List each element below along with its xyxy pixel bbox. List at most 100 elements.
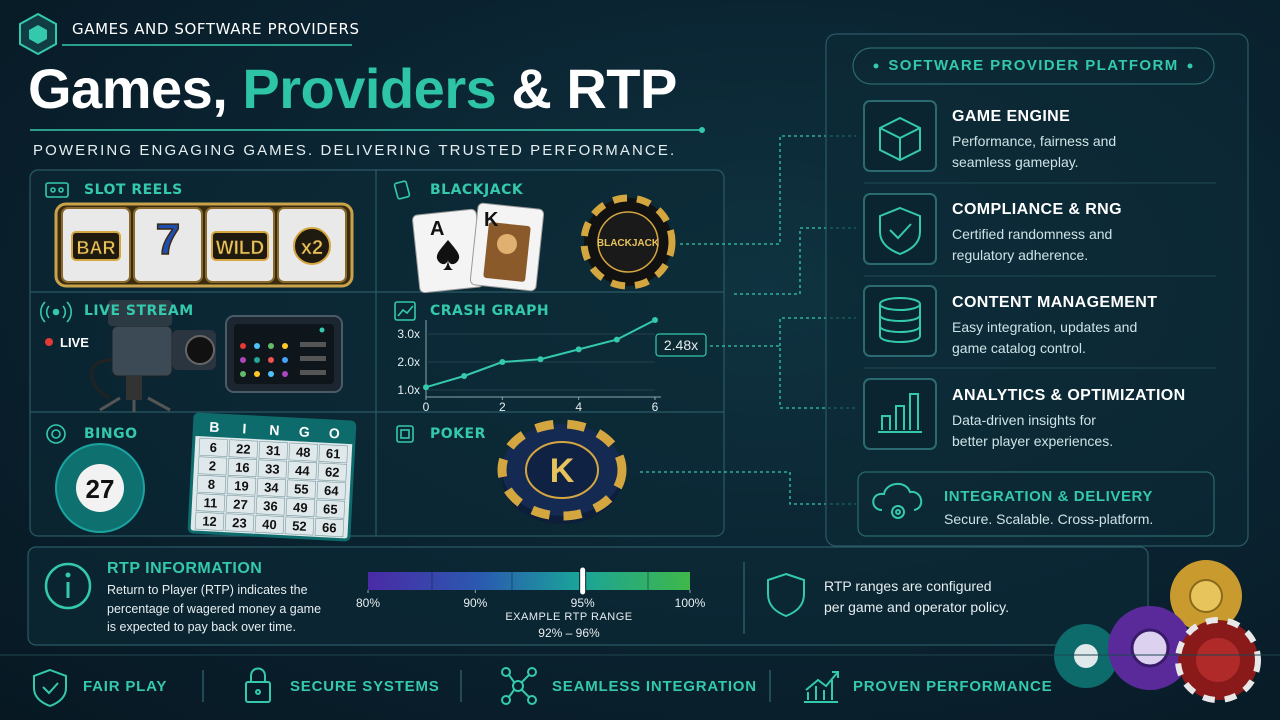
camera-part — [111, 325, 173, 377]
rtp-panel-part — [44, 562, 92, 610]
bingo-cell — [256, 477, 287, 498]
control-tablet-part — [282, 357, 288, 363]
footer-icons-part — [255, 689, 261, 695]
bingo-number: 27 — [233, 497, 248, 513]
bingo-number: 33 — [265, 461, 280, 477]
cell-icons-part — [46, 424, 66, 444]
annotation: 2.48x — [664, 337, 698, 353]
y-tick-label: 3.0x — [397, 327, 420, 341]
slot-machine-part — [71, 231, 121, 261]
footer — [0, 654, 1280, 702]
item-title: CONTENT MANAGEMENT — [952, 294, 1158, 311]
logo — [19, 12, 57, 56]
bingo-cell — [196, 474, 227, 494]
point — [613, 336, 620, 343]
bingo-cell — [198, 437, 229, 457]
tagline: POWERING ENGAGING GAMES. DELIVERING TRUS… — [33, 142, 677, 159]
bingo-ball-part — [76, 464, 124, 512]
rtp-panel — [27, 546, 1149, 646]
point — [499, 359, 506, 365]
control-tablet-part — [282, 343, 288, 349]
platform-icons-part — [863, 193, 937, 265]
bingo-number: 48 — [296, 444, 311, 460]
decor-balls-part — [1189, 579, 1223, 613]
control-tablet-part — [319, 327, 325, 333]
bingo-cell — [194, 511, 225, 531]
rtp-panel-part — [767, 572, 805, 618]
bingo-cell — [257, 459, 288, 479]
chip-label: K — [550, 452, 575, 490]
live-badge: LIVE — [60, 335, 89, 350]
poker-chip-part — [525, 441, 599, 499]
rtp-range: 92% – 96% — [538, 626, 600, 640]
bingo-number: 49 — [293, 500, 308, 516]
bingo-number: 2 — [208, 458, 216, 473]
bingo-cell — [315, 499, 346, 519]
bingo-cell — [224, 513, 255, 533]
integration-description: Secure. Scalable. Cross-platform. — [944, 511, 1154, 527]
bingo-cell — [287, 461, 318, 481]
point — [461, 373, 468, 379]
control-tablet-part — [268, 357, 274, 363]
platform-icons-part — [891, 505, 905, 519]
x-tick-label: 6 — [652, 400, 659, 414]
item-description: Certified randomness and — [952, 226, 1113, 242]
footer-icons-part — [804, 671, 839, 703]
cell-icons-part — [394, 301, 416, 321]
cell-icons-part — [50, 187, 56, 193]
x-tick-label: 2 — [499, 400, 506, 414]
platform-icons-part — [879, 206, 921, 256]
camera-part — [126, 376, 142, 400]
bingo-number: 44 — [295, 463, 311, 479]
slot-machine-part — [133, 207, 203, 283]
platform-panel-part — [1187, 63, 1193, 69]
slot-symbol: WILD — [216, 238, 265, 259]
bingo-cell — [288, 442, 319, 462]
bingo-letter: B — [209, 419, 220, 436]
rtp-caption: EXAMPLE RTP RANGE — [505, 611, 633, 623]
bingo-number: 11 — [203, 495, 218, 511]
platform-icons-part — [863, 100, 937, 172]
bingo-cell — [318, 444, 348, 464]
item-description: Data-driven insights for — [952, 412, 1096, 428]
game-label: BLACKJACK — [430, 182, 524, 198]
title-part: Providers — [242, 57, 497, 120]
slot-machine — [54, 202, 354, 288]
x-tick-label: 4 — [575, 400, 582, 414]
footer-icons — [33, 667, 839, 708]
slot-machine-part — [293, 227, 331, 265]
connectors-part — [710, 345, 856, 409]
cell-icons-part — [58, 187, 64, 193]
note-line: per game and operator policy. — [824, 599, 1009, 615]
connectors-part — [680, 135, 856, 245]
bingo-number: 23 — [232, 515, 247, 531]
chip-label: BLACKJACK — [597, 238, 660, 249]
rtp-tick-label: 80% — [355, 596, 381, 610]
bingo-number: 34 — [264, 480, 280, 496]
slot-machine-part — [211, 231, 269, 261]
platform-panel-part — [857, 471, 1215, 537]
point — [423, 384, 429, 391]
bingo-number: 12 — [202, 513, 217, 529]
item-description: game catalog control. — [952, 340, 1086, 356]
bingo-ball — [55, 443, 145, 533]
rtp-bar — [368, 572, 690, 590]
bingo-number: 52 — [292, 518, 307, 534]
platform-icons — [863, 100, 937, 519]
platform-title: SOFTWARE PROVIDER PLATFORM — [888, 57, 1179, 74]
bingo-cell — [254, 514, 285, 534]
bingo-cell — [197, 456, 228, 476]
decor-balls-part — [1130, 628, 1170, 668]
bingo-cell — [286, 479, 317, 499]
platform-icons-part — [878, 393, 922, 433]
control-tablet-part — [268, 343, 274, 349]
point — [575, 346, 582, 353]
cell-icons-part — [51, 429, 61, 439]
card-rank: K — [484, 209, 499, 231]
game-label: POKER — [430, 426, 486, 442]
item-description: seamless gameplay. — [952, 154, 1079, 170]
footer-icons-part — [508, 674, 530, 698]
rtp-line: percentage of wagered money a game — [107, 601, 322, 616]
